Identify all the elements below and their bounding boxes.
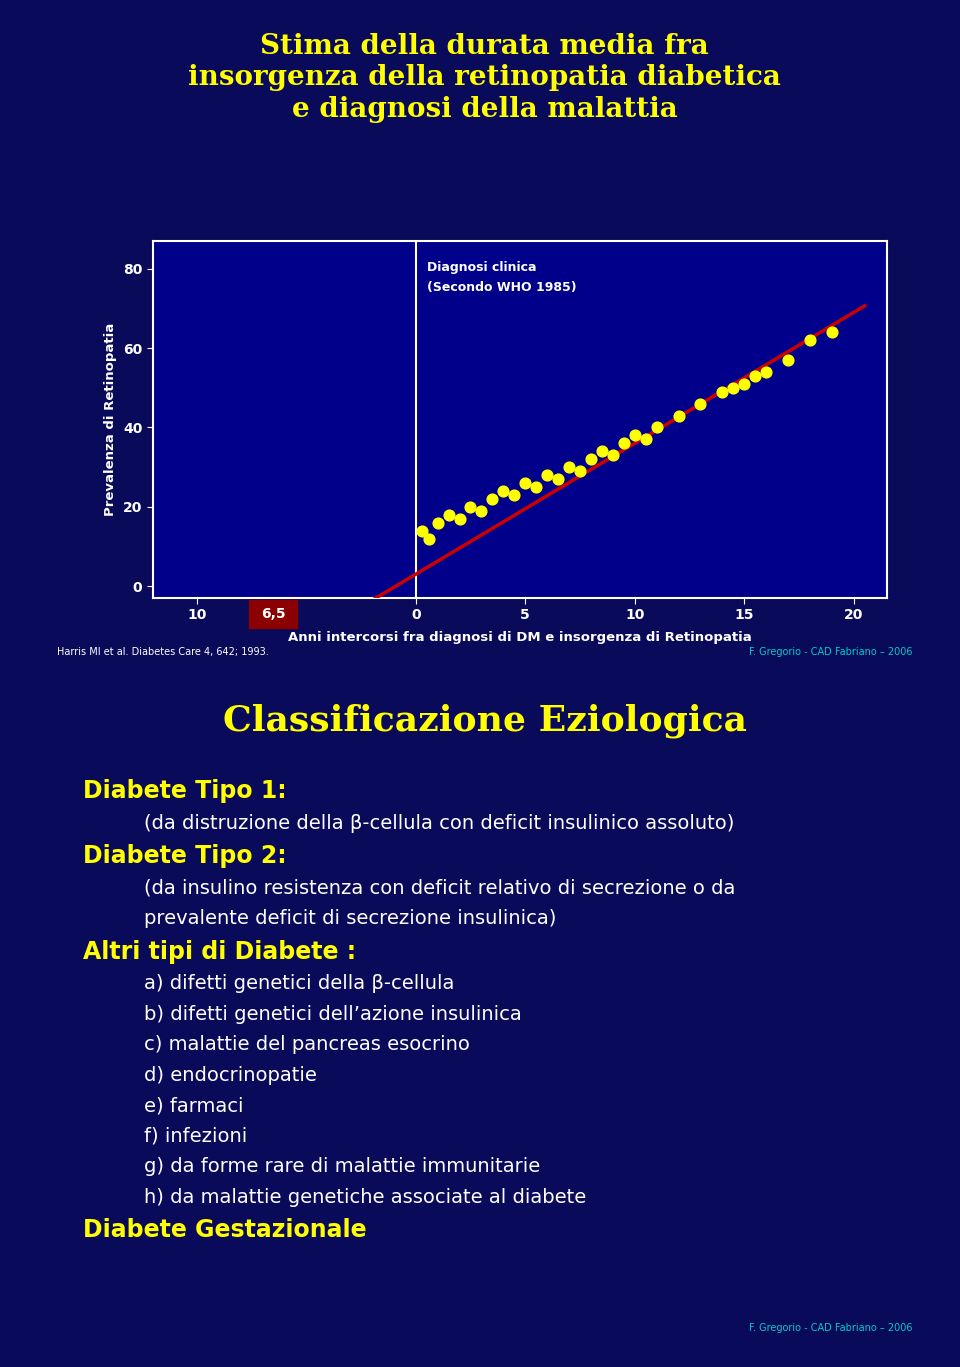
Point <box>550 468 565 489</box>
Text: Diagnosi clinica: Diagnosi clinica <box>426 261 536 273</box>
Point <box>421 528 437 550</box>
Point <box>726 377 741 399</box>
Point <box>594 440 610 462</box>
Point <box>517 472 533 493</box>
Point <box>825 321 840 343</box>
Point <box>529 476 544 498</box>
Point <box>473 500 489 522</box>
Point <box>803 329 818 351</box>
Point <box>638 428 654 450</box>
X-axis label: Anni intercorsi fra diagnosi di DM e insorgenza di Retinopatia: Anni intercorsi fra diagnosi di DM e ins… <box>288 630 752 644</box>
Text: e) farmaci: e) farmaci <box>144 1096 244 1115</box>
Text: d) endocrinopatie: d) endocrinopatie <box>144 1066 317 1085</box>
Point <box>584 448 599 470</box>
Point <box>780 349 796 370</box>
Point <box>452 507 468 529</box>
Text: F. Gregorio - CAD Fabriano – 2006: F. Gregorio - CAD Fabriano – 2006 <box>750 647 913 656</box>
Text: h) da malattie genetiche associate al diabete: h) da malattie genetiche associate al di… <box>144 1188 587 1207</box>
Point <box>671 405 686 427</box>
Text: Classificazione Eziologica: Classificazione Eziologica <box>223 703 747 738</box>
Text: c) malattie del pancreas esocrino: c) malattie del pancreas esocrino <box>144 1035 470 1054</box>
Text: F. Gregorio - CAD Fabriano – 2006: F. Gregorio - CAD Fabriano – 2006 <box>750 1323 913 1333</box>
Text: prevalente deficit di secrezione insulinica): prevalente deficit di secrezione insulin… <box>144 909 557 928</box>
Point <box>616 432 632 454</box>
Point <box>415 519 430 541</box>
Text: Harris MI et al. Diabetes Care 4, 642; 1993.: Harris MI et al. Diabetes Care 4, 642; 1… <box>57 647 269 656</box>
Text: (da distruzione della β-cellula con deficit insulinico assoluto): (da distruzione della β-cellula con defi… <box>144 813 734 833</box>
Text: a) difetti genetici della β-cellula: a) difetti genetici della β-cellula <box>144 975 454 994</box>
Text: Diabete Gestazionale: Diabete Gestazionale <box>83 1218 367 1243</box>
Point <box>463 496 478 518</box>
Point <box>572 461 588 483</box>
Point <box>748 365 763 387</box>
Text: 6,5: 6,5 <box>261 607 286 621</box>
Point <box>605 444 620 466</box>
Point <box>485 488 500 510</box>
Text: f) infezioni: f) infezioni <box>144 1126 248 1146</box>
Point <box>736 373 752 395</box>
Text: Diabete Tipo 2:: Diabete Tipo 2: <box>83 845 287 868</box>
Text: Diabete Tipo 1:: Diabete Tipo 1: <box>83 779 287 804</box>
Point <box>562 457 577 478</box>
Point <box>430 511 445 533</box>
Point <box>758 361 774 383</box>
Point <box>693 392 708 414</box>
Point <box>649 417 664 439</box>
Y-axis label: Prevalenza di Retinopatia: Prevalenza di Retinopatia <box>105 323 117 517</box>
Text: Stima della durata media fra
insorgenza della retinopatia diabetica
e diagnosi d: Stima della durata media fra insorgenza … <box>188 33 781 123</box>
Text: b) difetti genetici dell’azione insulinica: b) difetti genetici dell’azione insulini… <box>144 1005 522 1024</box>
Bar <box>250 600 298 627</box>
Point <box>495 480 511 502</box>
Text: (Secondo WHO 1985): (Secondo WHO 1985) <box>426 280 576 294</box>
Point <box>714 381 730 403</box>
Text: (da insulino resistenza con deficit relativo di secrezione o da: (da insulino resistenza con deficit rela… <box>144 879 735 898</box>
Text: g) da forme rare di malattie immunitarie: g) da forme rare di malattie immunitarie <box>144 1158 540 1177</box>
Text: Altri tipi di Diabete :: Altri tipi di Diabete : <box>83 940 356 964</box>
Point <box>441 504 456 526</box>
Point <box>507 484 522 506</box>
Point <box>627 424 642 446</box>
Point <box>540 465 555 487</box>
